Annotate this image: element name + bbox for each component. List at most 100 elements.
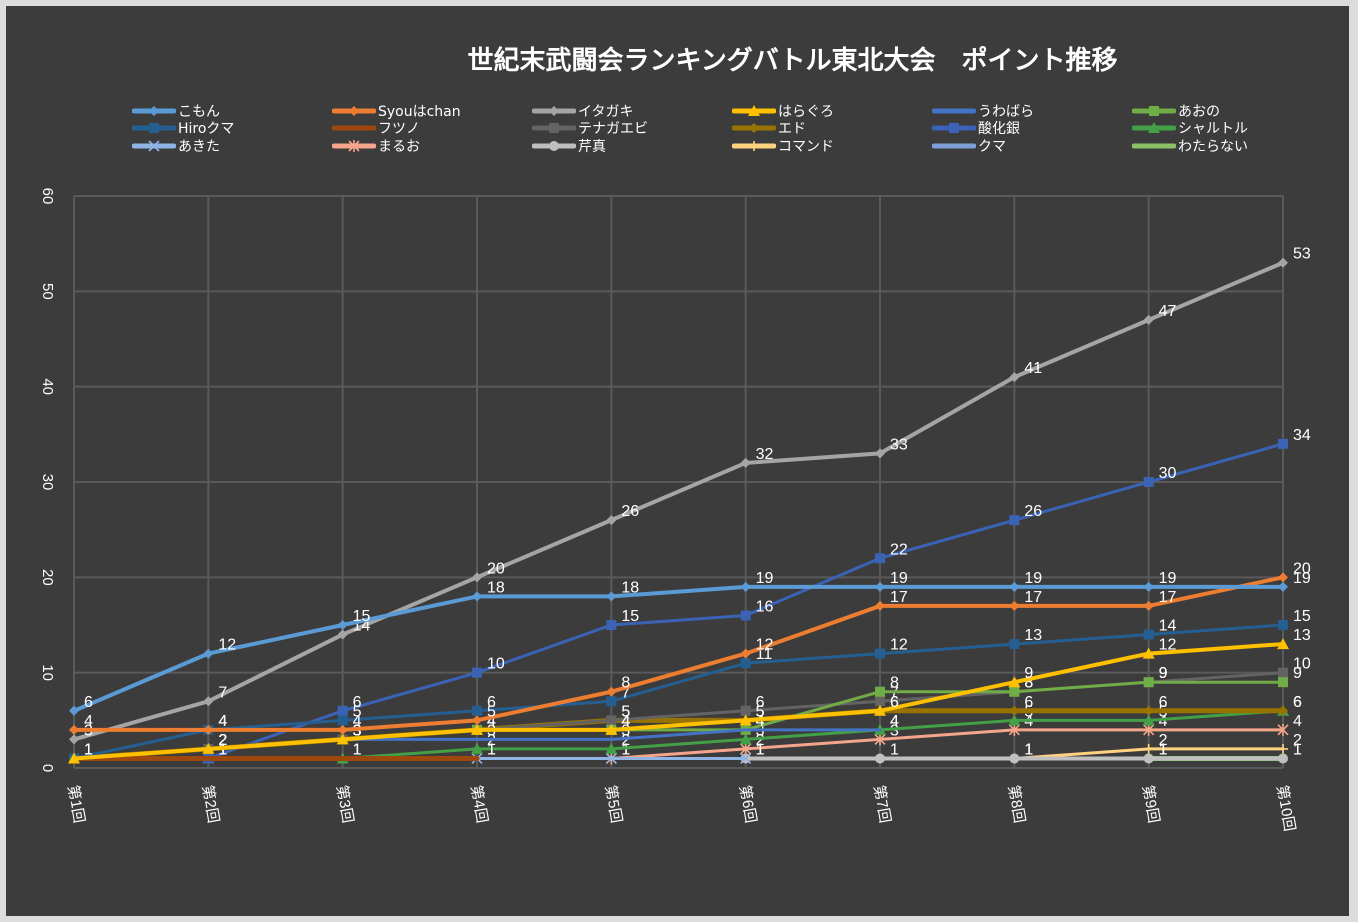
legend-item: あきた: [132, 137, 332, 155]
data-label: 41: [1024, 360, 1042, 377]
data-label: 12: [1159, 637, 1177, 654]
legend-swatch-icon: [332, 139, 376, 152]
data-point: [1009, 515, 1020, 526]
data-point: [605, 752, 617, 765]
legend-item: あおの: [1132, 102, 1332, 120]
x-tick-label: 第9回: [1139, 784, 1163, 825]
data-label: 4: [487, 713, 496, 730]
data-point: [875, 600, 885, 611]
data-label: 30: [1159, 465, 1177, 482]
legend-swatch-icon: [732, 104, 776, 116]
data-label: 19: [1024, 570, 1042, 587]
data-point: [875, 648, 885, 659]
data-label: 6: [890, 694, 899, 711]
data-point: [605, 742, 618, 754]
y-tick-label: 10: [39, 664, 56, 681]
legend-marker-icon: [1149, 105, 1159, 116]
data-label: 2: [218, 732, 227, 749]
data-label: 47: [1159, 303, 1177, 320]
data-label: 2: [1159, 732, 1168, 749]
series-line: [72, 642, 1285, 761]
data-label: 3: [353, 722, 362, 739]
legend-item: 芹真: [532, 137, 732, 155]
data-point: [874, 733, 886, 746]
legend-marker-icon: [349, 105, 359, 116]
data-label: 5: [756, 703, 765, 720]
data-point: [203, 696, 214, 707]
data-point: [1143, 753, 1154, 764]
series-line: [341, 728, 882, 741]
data-label: 1: [621, 741, 630, 758]
legend-label: まるお: [378, 138, 420, 155]
data-label: 5: [756, 703, 765, 720]
data-point: [875, 581, 885, 592]
legend-swatch-icon: [132, 123, 176, 134]
y-tick-label: 50: [39, 283, 56, 300]
data-label: 6: [756, 694, 765, 711]
data-point: [337, 620, 348, 630]
data-label: 17: [890, 589, 908, 606]
legend-label: あおの: [1178, 103, 1220, 120]
data-label: 12: [890, 637, 908, 654]
data-point: [606, 696, 617, 707]
data-point: [1143, 477, 1154, 487]
data-label: 3: [353, 722, 362, 739]
legend-swatch-icon: [332, 105, 376, 116]
data-label: 12: [218, 637, 236, 654]
data-label: 4: [890, 713, 899, 730]
data-point: [472, 715, 482, 726]
series-line: [72, 575, 1285, 732]
series-line: [72, 260, 1285, 742]
data-point: [606, 715, 617, 726]
legend-item: シャルトル: [1132, 120, 1332, 138]
data-point: [69, 705, 79, 716]
data-point: [1278, 667, 1288, 678]
data-label: 5: [353, 703, 362, 720]
legend-label: シャルトル: [1178, 121, 1248, 138]
data-point: [606, 515, 617, 526]
data-label: 4: [218, 713, 227, 730]
data-label: 7: [621, 684, 630, 701]
data-point: [1009, 600, 1020, 611]
data-label: 1: [1024, 741, 1033, 758]
data-point: [1277, 638, 1289, 650]
data-point: [202, 742, 215, 754]
x-tick-label: 第5回: [601, 784, 625, 825]
data-point: [1143, 314, 1154, 325]
data-point: [1277, 723, 1289, 736]
data-label: 17: [1024, 589, 1042, 606]
data-point: [1008, 676, 1021, 688]
series-7: 1 1 1 1: [71, 741, 496, 761]
data-label: 15: [353, 608, 371, 625]
legend-item: こもん: [132, 102, 332, 120]
series-line: [609, 728, 1285, 760]
data-label: 2: [621, 732, 630, 749]
data-point: [1009, 372, 1020, 383]
data-label: 4: [84, 713, 93, 730]
data-label: 6: [890, 694, 899, 711]
data-label: 3: [621, 722, 630, 739]
data-label: 1: [84, 741, 93, 758]
x-tick-label: 第3回: [333, 784, 357, 825]
data-point: [875, 448, 885, 459]
data-label: 1: [890, 741, 899, 758]
data-label: 6: [487, 694, 496, 711]
data-point: [203, 724, 214, 735]
legend-item: フツノ: [332, 120, 532, 137]
legend-label: Syouはchan: [378, 103, 461, 120]
data-point: [740, 457, 751, 468]
data-point: [740, 581, 751, 592]
data-label: 26: [621, 503, 639, 520]
data-label: 2: [756, 732, 765, 749]
data-point: [337, 705, 348, 716]
data-point: [740, 610, 751, 621]
data-point: [739, 714, 752, 726]
legend-marker-icon: [149, 123, 159, 134]
data-point: [875, 753, 885, 764]
data-label: 6: [1024, 694, 1033, 711]
chart-legend: こもん Syouはchan イタガキ はらぐろ うわばら あおの Hiroクマ フツノ テナガエ…: [132, 102, 1312, 155]
legend-marker-icon: [949, 123, 959, 134]
y-tick-label: 20: [39, 569, 56, 586]
legend-label: エド: [778, 121, 806, 138]
data-label: 18: [487, 579, 505, 596]
